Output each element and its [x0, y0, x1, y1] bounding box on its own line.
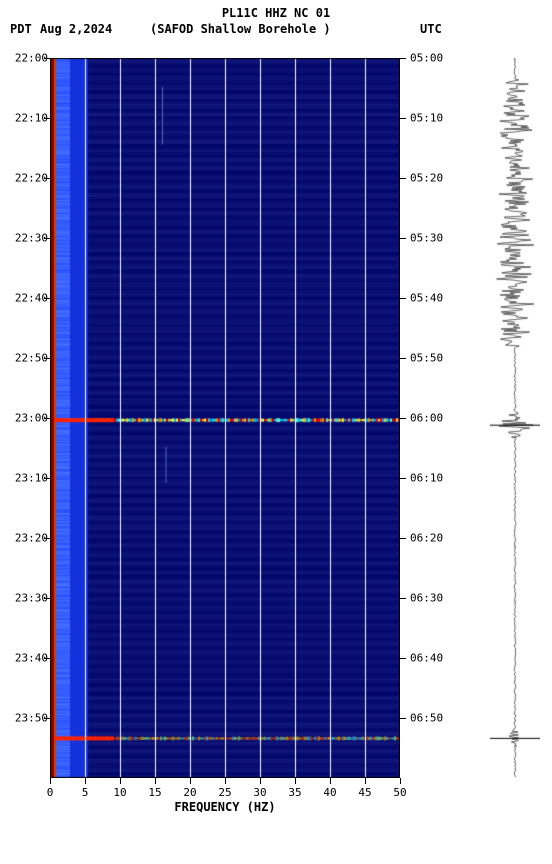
trace-canvas — [490, 58, 540, 778]
y-left-tick: 22:00 — [8, 52, 48, 65]
y-left-tick: 23:50 — [8, 712, 48, 725]
y-left-tick: 22:30 — [8, 232, 48, 245]
spectrogram-canvas — [50, 58, 400, 778]
y-right-tick: 05:40 — [410, 291, 450, 304]
date-label: Aug 2,2024 — [40, 22, 112, 36]
y-right-tick: 06:20 — [410, 532, 450, 545]
y-left-tick: 23:10 — [8, 471, 48, 484]
y-right-tick-marks — [400, 58, 406, 778]
x-tick: 0 — [47, 786, 54, 799]
x-tick: 25 — [218, 786, 231, 799]
y-right-tick: 06:50 — [410, 712, 450, 725]
y-left-tick: 22:20 — [8, 172, 48, 185]
x-tick: 15 — [148, 786, 161, 799]
y-left-tick: 22:50 — [8, 352, 48, 365]
x-axis-label: FREQUENCY (HZ) — [50, 800, 400, 814]
y-left-tick: 22:40 — [8, 291, 48, 304]
y-right-tick: 05:50 — [410, 352, 450, 365]
left-tz-label: PDT — [10, 22, 32, 36]
seismic-trace — [490, 58, 540, 778]
x-tick: 45 — [358, 786, 371, 799]
x-tick: 10 — [113, 786, 126, 799]
y-left-tick: 23:20 — [8, 532, 48, 545]
x-tick: 30 — [253, 786, 266, 799]
subtitle: (SAFOD Shallow Borehole ) — [150, 22, 331, 36]
y-left-tick: 22:10 — [8, 111, 48, 124]
chart-title: PL11C HHZ NC 01 — [0, 6, 552, 20]
y-right-tick: 06:00 — [410, 412, 450, 425]
right-tz-label: UTC — [420, 22, 442, 36]
x-tick: 40 — [323, 786, 336, 799]
y-right-tick: 05:10 — [410, 111, 450, 124]
x-tick: 20 — [183, 786, 196, 799]
y-right-tick: 06:10 — [410, 471, 450, 484]
x-tick: 5 — [82, 786, 89, 799]
y-left-tick: 23:00 — [8, 412, 48, 425]
y-left-tick: 23:30 — [8, 592, 48, 605]
y-right-tick: 05:30 — [410, 232, 450, 245]
spectrogram-plot — [50, 58, 400, 778]
y-right-tick: 05:20 — [410, 172, 450, 185]
y-right-tick: 06:30 — [410, 592, 450, 605]
x-tick: 35 — [288, 786, 301, 799]
x-tick: 50 — [393, 786, 406, 799]
y-right-tick: 05:00 — [410, 52, 450, 65]
y-right-tick: 06:40 — [410, 651, 450, 664]
x-tick-marks — [50, 778, 400, 784]
y-left-tick: 23:40 — [8, 651, 48, 664]
